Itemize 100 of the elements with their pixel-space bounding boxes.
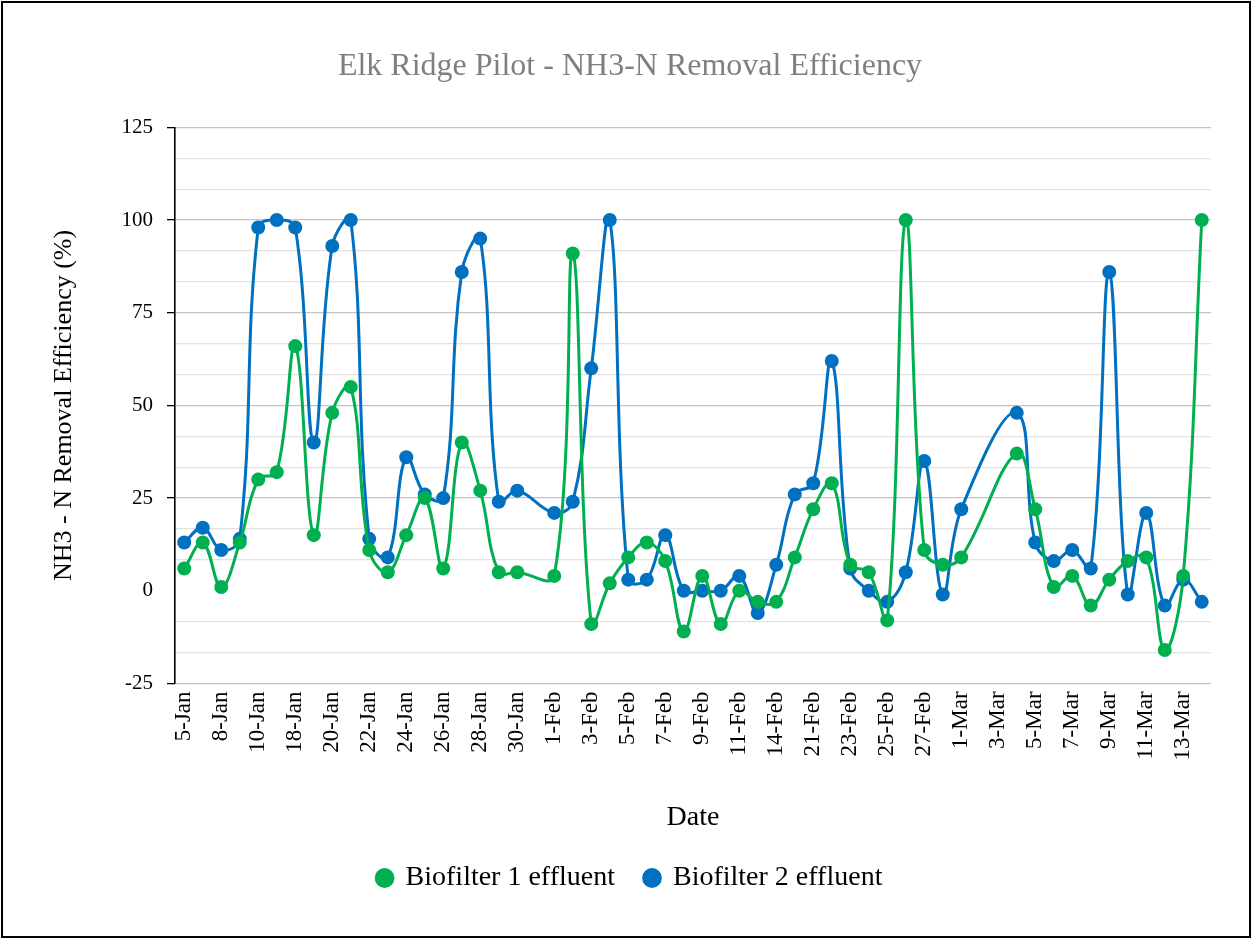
x-tick-label: 5-Feb — [614, 691, 640, 746]
x-tick-label: 14-Feb — [762, 691, 788, 757]
point — [917, 542, 932, 557]
point — [898, 565, 913, 580]
point — [602, 213, 617, 228]
point — [565, 494, 580, 509]
y-tick-label: -25 — [125, 669, 153, 694]
point — [935, 587, 950, 602]
point — [380, 550, 395, 565]
point — [1102, 572, 1117, 587]
x-tick-label: 22-Jan — [355, 690, 381, 753]
y-axis-title: NH3 - N Removal Efficiency (%) — [48, 229, 78, 581]
x-tick-label: 24-Jan — [392, 690, 418, 753]
legend-label: Biofilter 2 effluent — [673, 860, 883, 892]
point — [343, 213, 358, 228]
point — [1139, 505, 1154, 520]
point — [658, 554, 673, 569]
point — [177, 535, 192, 550]
x-tick-label: 30-Jan — [503, 690, 529, 753]
point — [510, 565, 525, 580]
point — [1028, 502, 1043, 517]
y-tick-label: 75 — [132, 299, 153, 324]
chart-title: Elk Ridge Pilot - NH3-N Removal Efficiency — [337, 45, 923, 82]
point — [1139, 550, 1154, 565]
point — [1028, 535, 1043, 550]
point — [473, 231, 488, 246]
point — [177, 561, 192, 576]
x-tick-label: 9-Mar — [1095, 691, 1121, 749]
point — [195, 520, 210, 535]
point — [399, 450, 414, 465]
x-tick-label: 25-Feb — [873, 691, 899, 757]
point — [880, 613, 895, 628]
point — [621, 550, 636, 565]
point — [1009, 405, 1024, 420]
x-axis-title: Date — [666, 799, 720, 831]
point — [935, 557, 950, 572]
point — [861, 565, 876, 580]
point — [454, 264, 469, 279]
point — [1046, 554, 1061, 569]
point — [639, 572, 654, 587]
point — [1120, 587, 1135, 602]
point — [1176, 568, 1191, 583]
point — [861, 583, 876, 598]
point — [1046, 580, 1061, 595]
point — [232, 535, 247, 550]
x-tick-label: 11-Feb — [725, 691, 751, 756]
x-tick-label: 9-Feb — [688, 691, 714, 746]
point — [1009, 446, 1024, 461]
point — [251, 472, 266, 487]
x-tick-label: 10-Jan — [244, 690, 270, 753]
point — [732, 568, 747, 583]
point — [732, 583, 747, 598]
x-tick-label: 7-Feb — [651, 691, 677, 746]
point — [954, 550, 969, 565]
point — [658, 528, 673, 543]
point — [343, 379, 358, 394]
y-tick-label: 125 — [121, 113, 153, 138]
x-tick-label: 8-Jan — [207, 690, 233, 742]
point — [306, 528, 321, 543]
y-tick-label: 0 — [142, 577, 153, 602]
point — [769, 594, 784, 609]
point — [621, 572, 636, 587]
x-tick-label: 3-Feb — [577, 691, 603, 746]
x-tick-label: 5-Mar — [1021, 691, 1047, 749]
point — [288, 339, 303, 354]
point — [251, 220, 266, 235]
point — [214, 580, 229, 595]
point — [417, 491, 432, 506]
point — [787, 550, 802, 565]
point — [325, 405, 340, 420]
point — [954, 502, 969, 517]
x-tick-label: 28-Jan — [466, 690, 492, 753]
x-tick-label: 5-Jan — [170, 690, 196, 742]
point — [214, 542, 229, 557]
point — [1120, 554, 1135, 569]
point — [399, 528, 414, 543]
point — [1083, 598, 1098, 613]
point — [824, 353, 839, 368]
point — [584, 361, 599, 376]
point — [362, 542, 377, 557]
point — [787, 487, 802, 502]
point — [565, 246, 580, 261]
x-tick-label: 7-Mar — [1058, 691, 1084, 749]
x-tick-label: 27-Feb — [910, 691, 936, 757]
point — [824, 476, 839, 491]
y-tick-label: 25 — [132, 484, 153, 509]
point — [1194, 213, 1209, 228]
point — [806, 476, 821, 491]
point — [288, 220, 303, 235]
point — [1102, 264, 1117, 279]
point — [547, 568, 562, 583]
point — [713, 617, 728, 632]
point — [1194, 594, 1209, 609]
point — [602, 576, 617, 591]
point — [750, 594, 765, 609]
point — [473, 483, 488, 498]
point — [1157, 598, 1172, 613]
legend-label: Biofilter 1 effluent — [405, 860, 616, 892]
point — [584, 617, 599, 632]
point — [325, 239, 340, 254]
